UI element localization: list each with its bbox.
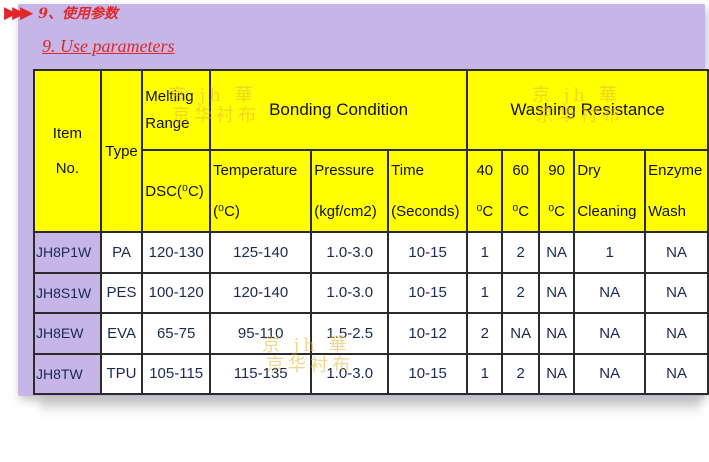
cell-pressure: 1.0-3.0	[310, 231, 390, 274]
header-wash-60-line2: ⁰C	[512, 203, 530, 220]
table-row: JH8P1W PA 120-130 125-140 1.0-3.0 10-15 …	[33, 231, 709, 274]
header-dry-cleaning: Dry Cleaning	[573, 149, 647, 233]
header-wash-60: 60 ⁰C	[501, 149, 540, 233]
cell-pressure: 1.5-2.5	[310, 312, 390, 355]
cell-dsc: 120-130	[141, 231, 212, 274]
header-dry-line1: Dry	[577, 162, 601, 179]
header-wash-90-line2: ⁰C	[548, 203, 566, 220]
header-pressure-line2: (kgf/cm2)	[314, 203, 377, 220]
cell-item: JH8TW	[33, 352, 102, 395]
cell-wash-90: NA	[537, 352, 576, 395]
cell-dsc: 65-75	[141, 312, 212, 355]
header-washing-resistance: Washing Resistance	[466, 69, 709, 151]
header-time-line1: Time	[391, 162, 424, 179]
table-shadow	[40, 398, 700, 416]
cell-wash-40: 1	[466, 231, 504, 274]
table-row: JH8EW EVA 65-75 95-110 1.5-2.5 10-12 2 N…	[33, 312, 709, 355]
triple-arrow-icon: ▶▶▶	[4, 3, 33, 23]
header-type: Type	[99, 69, 144, 233]
header-wash-90: 90 ⁰C	[537, 149, 576, 233]
cell-dry-cleaning: NA	[573, 312, 647, 355]
section-header-bar: ▶▶▶ 9、使用参数	[0, 0, 709, 26]
table-row: JH8TW TPU 105-115 115-135 1.0-3.0 10-15 …	[33, 352, 709, 395]
header-bonding-condition: Bonding Condition	[209, 69, 469, 151]
header-melting-line1: Melting	[145, 88, 194, 105]
cell-type: PA	[99, 231, 144, 274]
parameters-table-wrap: Item No. Type Melting Range Bonding Cond…	[33, 69, 709, 395]
cell-wash-60: NA	[501, 312, 540, 355]
cell-wash-90: NA	[537, 231, 576, 274]
header-enzyme-wash: Enzyme Wash	[644, 149, 709, 233]
header-enzyme-line2: Wash	[648, 203, 686, 220]
cell-temperature: 125-140	[209, 231, 313, 274]
header-dsc: DSC(⁰C)	[141, 149, 212, 233]
cell-enzyme-wash: NA	[644, 312, 709, 355]
cell-temperature: 95-110	[209, 312, 313, 355]
cell-wash-40: 2	[466, 312, 504, 355]
header-item-no: Item No.	[33, 69, 102, 233]
cell-enzyme-wash: NA	[644, 271, 709, 314]
header-wash-90-line1: 90	[548, 162, 565, 179]
header-item-line2: No.	[55, 160, 80, 177]
cell-temperature: 120-140	[209, 271, 313, 314]
cell-type: TPU	[99, 352, 144, 395]
cell-temperature: 115-135	[209, 352, 313, 395]
header-temperature-line2: (⁰C)	[213, 203, 240, 220]
table-row: JH8S1W PES 100-120 120-140 1.0-3.0 10-15…	[33, 271, 709, 314]
cell-pressure: 1.0-3.0	[310, 271, 390, 314]
header-dry-line2: Cleaning	[577, 203, 637, 220]
cell-item: JH8P1W	[33, 231, 102, 274]
cell-item: JH8S1W	[33, 271, 102, 314]
header-item-line1: Item	[52, 125, 82, 142]
cell-dsc: 105-115	[141, 352, 212, 395]
cell-dry-cleaning: 1	[573, 231, 647, 274]
header-temperature: Temperature (⁰C)	[209, 149, 313, 233]
header-wash-40-line1: 40	[476, 162, 494, 179]
cell-dry-cleaning: NA	[573, 271, 647, 314]
cell-wash-60: 2	[501, 231, 540, 274]
cell-enzyme-wash: NA	[644, 231, 709, 274]
cell-wash-90: NA	[537, 271, 576, 314]
cell-dsc: 100-120	[141, 271, 212, 314]
header-wash-40: 40 ⁰C	[466, 149, 504, 233]
header-pressure: Pressure (kgf/cm2)	[310, 149, 390, 233]
header-wash-60-line1: 60	[512, 162, 530, 179]
parameters-table: Item No. Type Melting Range Bonding Cond…	[33, 69, 709, 395]
cell-time: 10-15	[387, 352, 469, 395]
cell-wash-40: 1	[466, 271, 504, 314]
header-temperature-line1: Temperature	[213, 162, 298, 179]
cell-enzyme-wash: NA	[644, 352, 709, 395]
cell-wash-90: NA	[537, 312, 576, 355]
cell-item: JH8EW	[33, 312, 102, 355]
cell-type: EVA	[99, 312, 144, 355]
header-pressure-line1: Pressure	[314, 162, 375, 179]
header-melting-range: Melting Range	[141, 69, 212, 151]
section-title-en: 9. Use parameters	[42, 36, 175, 56]
header-melting-line2: Range	[145, 115, 190, 132]
header-time: Time (Seconds)	[387, 149, 469, 233]
cell-wash-40: 1	[466, 352, 504, 395]
cell-wash-60: 2	[501, 271, 540, 314]
cell-time: 10-12	[387, 312, 469, 355]
header-enzyme-line1: Enzyme	[648, 162, 703, 179]
cell-time: 10-15	[387, 271, 469, 314]
cell-time: 10-15	[387, 231, 469, 274]
cell-pressure: 1.0-3.0	[310, 352, 390, 395]
section-title-cn: 9、使用参数	[38, 6, 118, 22]
cell-type: PES	[99, 271, 144, 314]
cell-wash-60: 2	[501, 352, 540, 395]
header-time-line2: (Seconds)	[391, 203, 460, 220]
cell-dry-cleaning: NA	[573, 352, 647, 395]
header-wash-40-line2: ⁰C	[476, 203, 494, 220]
